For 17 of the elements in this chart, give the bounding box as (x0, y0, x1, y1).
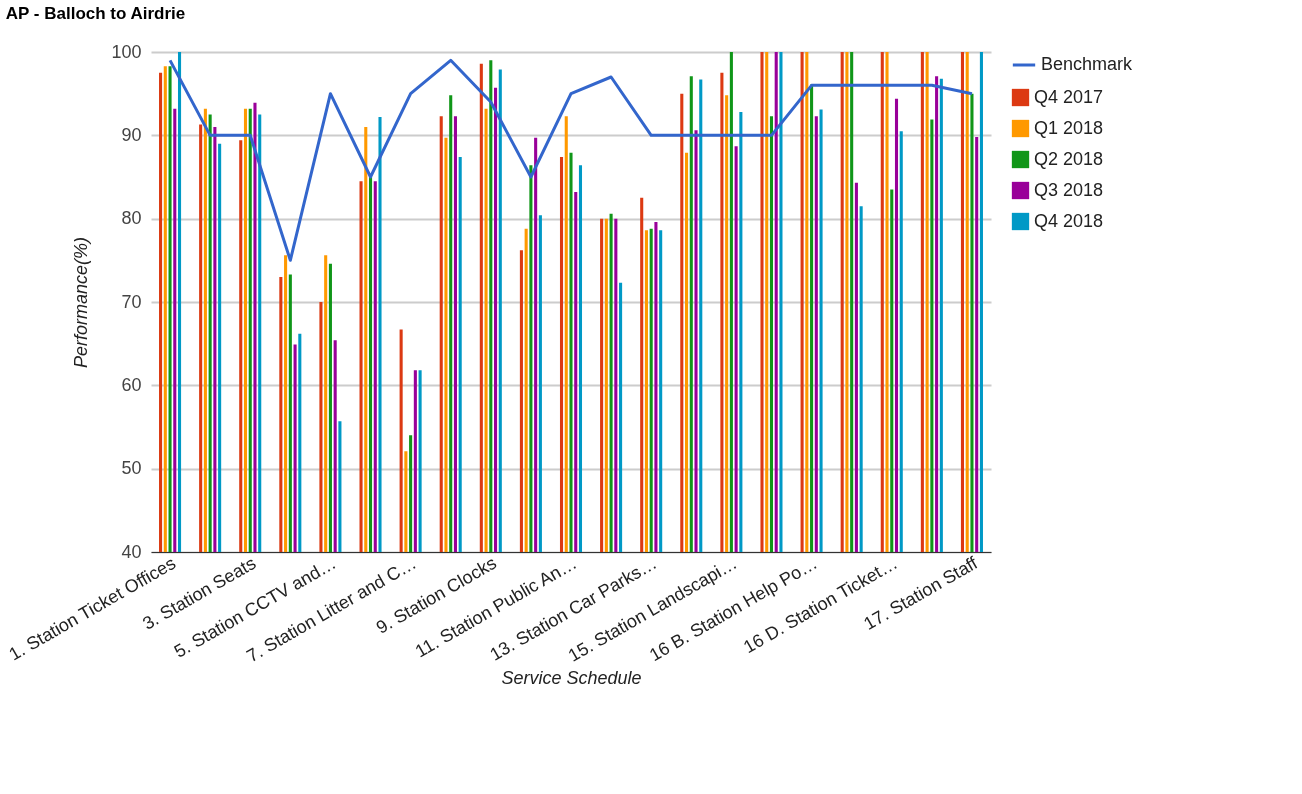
y-axis-title: Performance(%) (71, 236, 92, 369)
x-axis-title: Service Schedule (501, 668, 642, 689)
legend-label: Q4 2017 (1034, 86, 1104, 107)
legend-label: Benchmark (1041, 54, 1134, 74)
y-tick-label: 50 (121, 458, 142, 479)
y-tick-label: 80 (121, 208, 142, 229)
y-tick-label: 70 (121, 291, 142, 312)
chart-title: AP - Balloch to Airdrie (5, 4, 186, 23)
y-tick-label: 40 (121, 541, 142, 562)
y-tick-label: 60 (121, 374, 142, 395)
legend-label: Q3 2018 (1034, 179, 1104, 200)
y-tick-label: 90 (121, 124, 142, 145)
legend-label: Q1 2018 (1034, 117, 1104, 138)
legend-label: Q4 2018 (1034, 210, 1104, 231)
legend-label: Q2 2018 (1034, 148, 1104, 169)
line-series (168, 58, 974, 262)
y-tick-label: 100 (111, 41, 142, 62)
